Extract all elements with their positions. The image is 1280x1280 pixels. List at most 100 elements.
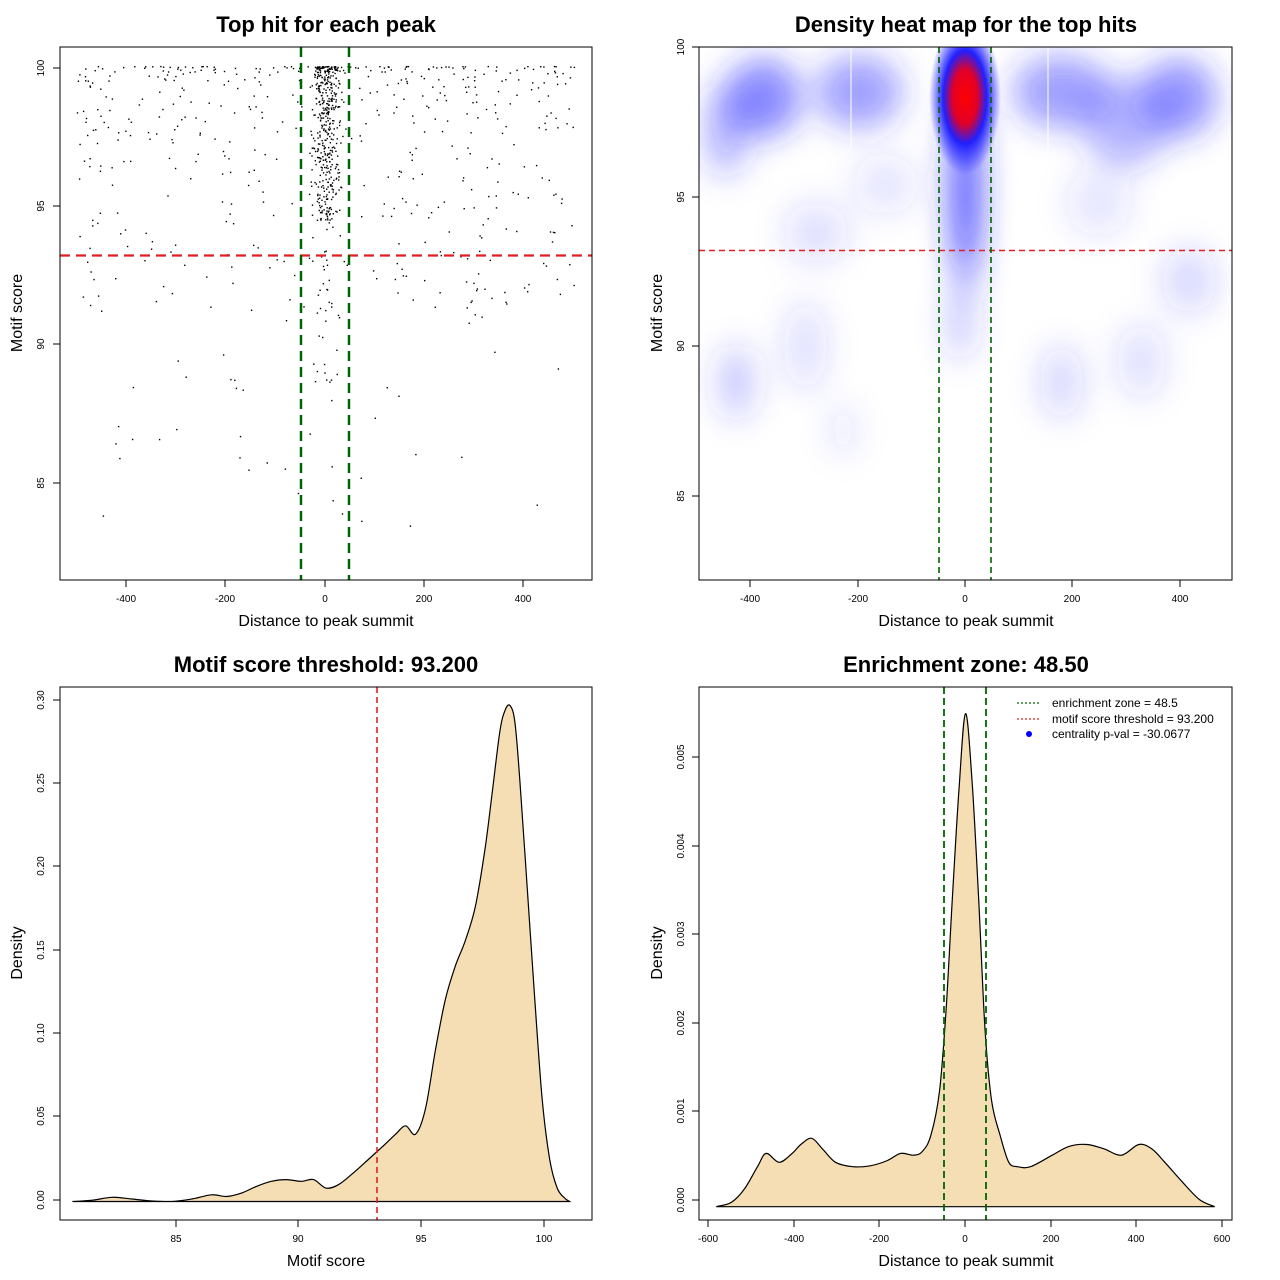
scatter-point (316, 82, 318, 85)
scatter-point (338, 179, 340, 181)
scatter-point (319, 212, 322, 214)
scatter-point (488, 195, 490, 198)
scatter-point (556, 83, 559, 86)
scatter-point (319, 71, 322, 74)
scatter-point (495, 195, 497, 197)
scatter-point (317, 148, 319, 150)
scatter-point (422, 95, 424, 97)
scatter-point (109, 109, 111, 112)
scatter-point (423, 77, 425, 80)
scatter-point (124, 229, 127, 231)
scatter-point (207, 80, 209, 82)
scatter-point (195, 160, 197, 163)
scatter-point (409, 151, 411, 154)
scatter-point (367, 75, 370, 78)
scatter-point (516, 230, 518, 233)
scatter-point (318, 67, 321, 69)
scatter-point (328, 210, 330, 212)
scatter-point (336, 68, 339, 70)
scatter-point (319, 66, 321, 68)
scatter-point (505, 301, 507, 303)
scatter-point (335, 105, 337, 107)
scatter-point (323, 187, 325, 189)
scatter-point (326, 106, 328, 109)
scatter-point (327, 112, 329, 115)
scatter-point (255, 67, 257, 70)
scatter-point (369, 92, 371, 94)
scatter-point (466, 91, 468, 93)
x-tick-label: 200 (416, 594, 433, 605)
scatter-point (331, 466, 333, 468)
scatter-point (329, 77, 331, 79)
y-tick-label: 0.002 (676, 1010, 687, 1035)
scatter-point (323, 78, 325, 80)
scatter-point (292, 94, 294, 96)
legend-key-pval-dot (1026, 731, 1032, 737)
scatter-point (328, 108, 330, 110)
scatter-point (360, 140, 363, 142)
scatter-point (434, 306, 436, 308)
scatter-point (320, 256, 323, 258)
scatter-point (322, 117, 325, 119)
x-tick-label: -400 (740, 594, 760, 605)
scatter-point (328, 222, 330, 224)
scatter-point (343, 260, 345, 263)
scatter-point (317, 149, 320, 151)
scatter-point (315, 103, 318, 105)
scatter-point (244, 79, 246, 81)
scatter-point (527, 291, 529, 293)
x-axis: -400 -200 0 200 400 (740, 579, 1189, 605)
scatter-point (322, 185, 324, 187)
scatter-point (97, 295, 100, 297)
scatter-point (326, 264, 329, 266)
scatter-point (330, 185, 332, 187)
y-tick-label: 0.15 (36, 940, 47, 960)
x-tick-label: 90 (292, 1234, 304, 1245)
scatter-point (320, 211, 323, 214)
scatter-point (489, 259, 491, 262)
scatter-point (477, 117, 479, 119)
scatter-point (324, 76, 326, 78)
scatter-point (335, 66, 337, 68)
scatter-point (119, 457, 121, 460)
scatter-point (523, 287, 526, 289)
scatter-point (176, 428, 178, 431)
scatter-point (346, 264, 348, 266)
scatter-point (342, 135, 344, 138)
scatter-point (555, 66, 557, 68)
scatter-point (423, 131, 426, 133)
scatter-point (554, 72, 557, 74)
scatter-point (180, 69, 182, 71)
scatter-point (323, 145, 325, 147)
scatter-point (222, 150, 225, 153)
scatter-point (308, 257, 311, 259)
scatter-point (324, 153, 326, 155)
scatter-point (476, 289, 478, 292)
scatter-point (491, 297, 493, 300)
scatter-point (324, 70, 326, 72)
scatter-point (322, 336, 324, 339)
scatter-point (334, 107, 336, 109)
scatter-point (495, 70, 497, 72)
scatter-point (360, 477, 362, 479)
scatter-point (315, 183, 318, 185)
scatter-point (404, 68, 406, 70)
scatter-point (316, 200, 319, 203)
scatter-point (100, 165, 102, 167)
scatter-point (424, 241, 426, 244)
scatter-point (329, 117, 331, 120)
scatter-point (448, 231, 450, 233)
scatter-point (232, 223, 235, 225)
x-tick-label: 200 (1064, 594, 1081, 605)
scatter-point (239, 457, 241, 459)
density-blob (948, 285, 972, 360)
scatter-point (330, 67, 332, 69)
scatter-point (361, 216, 363, 218)
scatter-point (327, 76, 330, 78)
density-blob (1117, 324, 1166, 399)
scatter-point (570, 66, 572, 68)
scatter-point (327, 111, 329, 114)
scatter-point (298, 70, 300, 73)
scatter-point (411, 71, 413, 73)
scatter-point (320, 166, 322, 168)
